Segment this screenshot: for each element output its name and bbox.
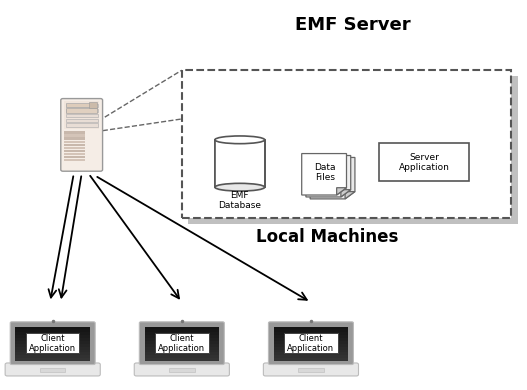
Bar — [15, 338, 90, 341]
Bar — [182, 70, 511, 218]
Polygon shape — [345, 191, 355, 199]
Bar — [274, 355, 348, 358]
Bar — [144, 332, 219, 335]
Bar — [298, 368, 324, 372]
Bar — [64, 150, 85, 152]
Bar — [274, 344, 348, 347]
Bar — [64, 147, 85, 149]
Bar — [65, 123, 98, 126]
Bar — [274, 353, 348, 355]
Text: Local Machines: Local Machines — [256, 228, 398, 246]
Bar — [89, 102, 97, 108]
Bar — [64, 153, 85, 155]
Text: EMF Server: EMF Server — [295, 16, 411, 34]
Bar — [144, 341, 219, 344]
Text: Server
Application: Server Application — [399, 152, 450, 172]
Bar — [15, 355, 90, 358]
Bar — [155, 333, 209, 353]
Bar — [379, 143, 469, 181]
Bar — [15, 326, 90, 330]
Bar — [15, 330, 90, 332]
Polygon shape — [337, 188, 347, 195]
Bar — [144, 338, 219, 341]
FancyBboxPatch shape — [139, 322, 225, 365]
Bar — [64, 140, 85, 143]
Text: Client
Application: Client Application — [158, 334, 206, 353]
FancyBboxPatch shape — [10, 322, 95, 365]
FancyBboxPatch shape — [268, 322, 354, 365]
Bar — [274, 358, 348, 361]
Bar — [64, 156, 85, 158]
Bar — [274, 341, 348, 344]
Bar — [144, 358, 219, 361]
Bar — [64, 101, 99, 129]
Bar — [188, 76, 518, 224]
Bar — [274, 347, 348, 349]
Bar — [64, 131, 85, 134]
Bar — [64, 144, 85, 146]
FancyBboxPatch shape — [5, 363, 100, 376]
Bar — [65, 103, 94, 107]
Bar — [65, 109, 98, 112]
Bar — [144, 326, 219, 330]
Bar — [169, 368, 194, 372]
Polygon shape — [310, 158, 355, 199]
Bar — [144, 335, 219, 338]
Bar — [26, 333, 80, 353]
Ellipse shape — [215, 136, 265, 144]
Bar — [15, 347, 90, 349]
Bar — [15, 335, 90, 338]
Text: Client
Application: Client Application — [287, 334, 335, 353]
Bar — [40, 368, 65, 372]
Bar — [15, 349, 90, 353]
Bar — [274, 335, 348, 338]
Bar — [144, 353, 219, 355]
Text: EMF
Database: EMF Database — [218, 191, 261, 211]
Polygon shape — [341, 190, 351, 197]
Bar — [65, 114, 98, 117]
Text: Data
Files: Data Files — [315, 163, 336, 182]
Bar — [274, 330, 348, 332]
Bar — [284, 333, 338, 353]
Bar — [15, 344, 90, 347]
Bar — [65, 104, 98, 107]
Bar — [215, 140, 265, 187]
Bar — [64, 137, 85, 140]
FancyBboxPatch shape — [61, 99, 103, 171]
Bar — [15, 353, 90, 355]
Polygon shape — [306, 156, 351, 197]
Bar — [274, 326, 348, 330]
Text: Client
Application: Client Application — [29, 334, 76, 353]
Bar — [144, 349, 219, 353]
Bar — [144, 347, 219, 349]
Ellipse shape — [215, 183, 265, 191]
Polygon shape — [301, 154, 347, 195]
Bar — [144, 330, 219, 332]
Bar — [65, 108, 97, 113]
Bar — [64, 135, 85, 137]
Bar — [144, 344, 219, 347]
Bar — [15, 332, 90, 335]
Bar — [15, 341, 90, 344]
Bar — [274, 338, 348, 341]
Bar — [64, 159, 85, 161]
Bar — [274, 332, 348, 335]
FancyBboxPatch shape — [134, 363, 229, 376]
Bar — [144, 355, 219, 358]
Bar — [15, 358, 90, 361]
Bar — [65, 119, 98, 122]
Bar — [274, 349, 348, 353]
Bar — [216, 140, 264, 187]
FancyBboxPatch shape — [264, 363, 358, 376]
